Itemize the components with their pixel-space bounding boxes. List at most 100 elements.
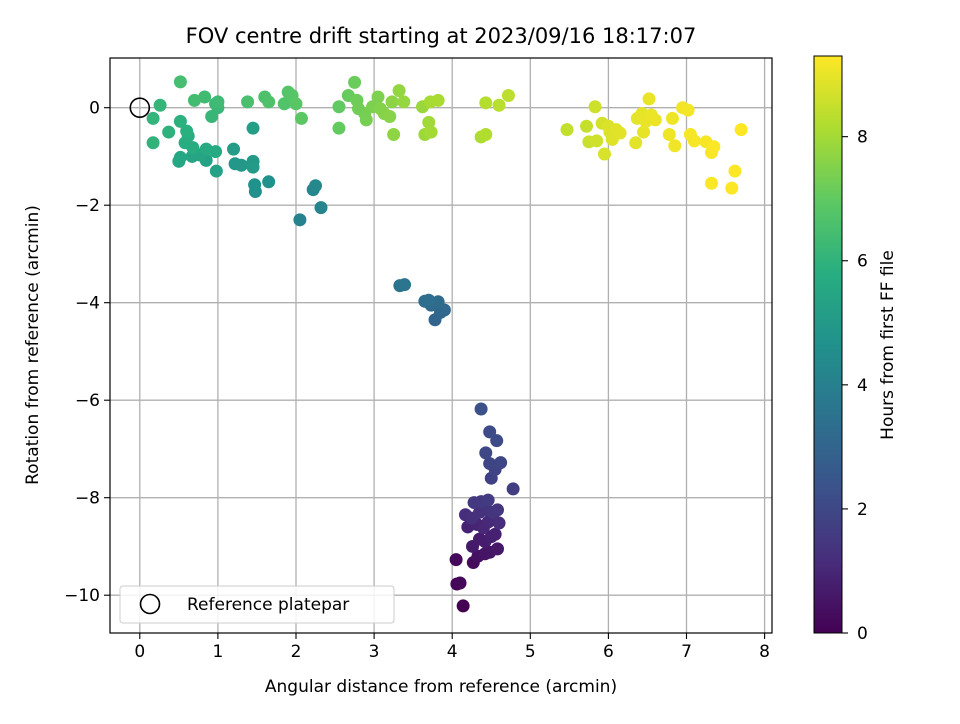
data-point — [479, 128, 493, 142]
y-tick-label: −6 — [75, 391, 100, 411]
data-point — [648, 113, 662, 127]
data-point — [456, 599, 470, 613]
data-point — [453, 576, 467, 590]
data-point — [211, 95, 225, 109]
data-point — [597, 147, 611, 161]
x-axis-label: Angular distance from reference (arcmin) — [265, 677, 617, 697]
x-tick-label: 3 — [369, 642, 380, 662]
data-point — [277, 97, 291, 111]
data-point — [668, 139, 682, 153]
data-point — [387, 128, 401, 142]
data-point — [234, 158, 248, 172]
x-tick-label: 7 — [681, 642, 692, 662]
data-point — [479, 96, 493, 110]
colorbar-tick-label: 8 — [857, 128, 868, 148]
data-point — [383, 109, 397, 123]
data-point — [173, 150, 187, 164]
data-point — [492, 516, 506, 530]
data-point — [588, 100, 602, 114]
data-point — [392, 84, 406, 98]
data-point — [173, 75, 187, 89]
data-point — [227, 142, 241, 156]
x-tick-label: 8 — [759, 642, 770, 662]
data-point — [153, 98, 167, 112]
colorbar-ticks: 0 2 4 6 8 — [842, 128, 868, 644]
legend-box — [119, 585, 395, 624]
x-axis-ticks: 0 1 2 3 4 5 6 7 8 — [134, 633, 770, 662]
legend-entry-reference-platepar: Reference platepar — [187, 595, 349, 615]
data-point — [246, 160, 260, 174]
data-point — [293, 213, 307, 227]
data-point — [613, 126, 627, 140]
data-point — [431, 93, 445, 107]
data-point — [728, 164, 742, 178]
data-point — [371, 90, 385, 104]
data-point — [173, 114, 187, 128]
data-point — [348, 75, 362, 89]
x-tick-label: 4 — [447, 642, 458, 662]
data-point — [162, 125, 176, 139]
data-point — [629, 136, 643, 150]
colorbar-tick-label: 0 — [857, 624, 868, 644]
data-point — [707, 140, 721, 154]
data-point — [187, 93, 201, 107]
colorbar-tick-label: 6 — [857, 252, 868, 272]
y-tick-label: 0 — [89, 99, 100, 119]
data-points — [146, 75, 748, 613]
y-tick-label: −8 — [75, 489, 100, 509]
x-tick-label: 1 — [212, 642, 223, 662]
plot-frame — [109, 57, 773, 634]
legend-marker — [139, 593, 161, 615]
data-point — [398, 278, 412, 292]
data-point — [488, 527, 502, 541]
data-point — [704, 176, 718, 190]
data-point — [449, 553, 463, 567]
data-point — [262, 95, 276, 109]
data-point — [332, 121, 346, 135]
data-point — [490, 542, 504, 556]
data-point — [490, 434, 504, 448]
data-point — [309, 179, 323, 193]
data-point — [637, 125, 651, 139]
data-point — [422, 115, 436, 129]
y-tick-label: −4 — [75, 294, 100, 314]
data-point — [314, 201, 328, 215]
y-axis-label: Rotation from reference (arcmin) — [23, 205, 43, 485]
data-point — [560, 123, 574, 137]
data-point — [483, 425, 497, 439]
data-point — [590, 134, 604, 148]
data-point — [481, 493, 495, 507]
colorbar-tick-label: 2 — [857, 500, 868, 520]
y-tick-label: −10 — [64, 586, 100, 606]
grid-lines — [110, 58, 772, 633]
colorbar-tick-label: 4 — [857, 376, 868, 396]
data-point — [146, 136, 160, 150]
x-tick-label: 5 — [525, 642, 536, 662]
data-point — [359, 113, 373, 127]
colorbar-label: Hours from first FF file — [878, 250, 898, 440]
colorbar: 0 2 4 6 8 Hours from first FF file — [813, 55, 898, 644]
data-point — [294, 111, 308, 125]
data-point — [662, 128, 676, 142]
data-point — [146, 111, 160, 125]
data-point — [734, 123, 748, 137]
data-point — [199, 142, 213, 156]
data-point — [501, 89, 515, 103]
data-point — [687, 134, 701, 148]
legend: Reference platepar — [119, 585, 395, 624]
data-point — [580, 119, 594, 133]
chart-title: FOV centre drift starting at 2023/09/16 … — [186, 24, 697, 48]
data-point — [180, 124, 194, 138]
data-point — [483, 457, 497, 471]
data-point — [490, 503, 504, 517]
y-axis-ticks: 0 −2 −4 −6 −8 −10 — [64, 99, 110, 606]
data-point — [385, 95, 399, 109]
x-tick-label: 0 — [134, 642, 145, 662]
data-point — [665, 111, 679, 125]
data-point — [332, 100, 346, 114]
reference-platepar-marker — [129, 97, 151, 118]
data-point — [198, 90, 212, 104]
data-point — [725, 181, 739, 195]
